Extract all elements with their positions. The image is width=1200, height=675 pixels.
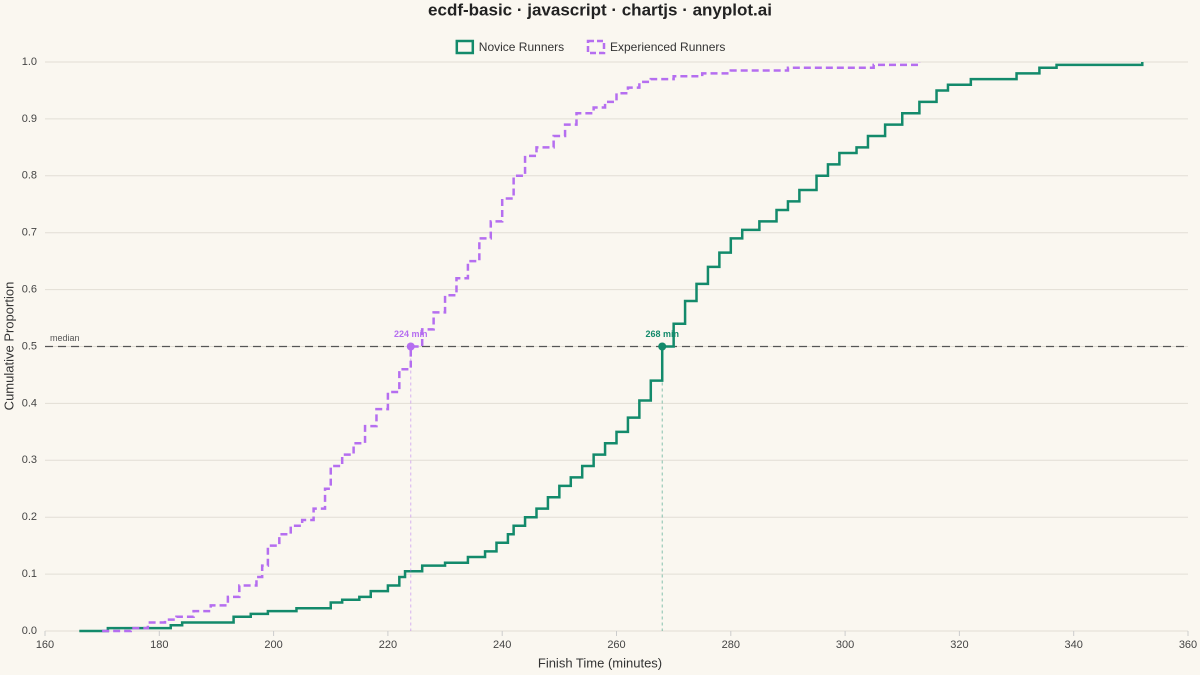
- x-tick-label: 240: [493, 639, 511, 651]
- y-tick-label: 0.0: [22, 625, 37, 637]
- legend-swatch: [455, 39, 475, 55]
- median-value-label: 268 min: [645, 329, 679, 339]
- chart-title: ecdf-basic · javascript · chartjs · anyp…: [428, 0, 772, 19]
- x-tick-label: 280: [722, 639, 740, 651]
- y-tick-label: 0.5: [22, 340, 37, 352]
- y-tick-label: 0.2: [22, 511, 37, 523]
- median-label: median: [50, 333, 80, 343]
- legend-label: Experienced Runners: [610, 40, 725, 54]
- x-tick-label: 160: [36, 639, 54, 651]
- ecdf-line: [79, 62, 1144, 633]
- y-tick-label: 0.4: [22, 397, 37, 409]
- y-tick-label: 0.3: [22, 454, 37, 466]
- y-tick-label: 0.7: [22, 227, 37, 239]
- ecdf-line: [102, 62, 921, 633]
- median-point: [406, 342, 415, 351]
- x-tick-label: 300: [836, 639, 854, 651]
- median-point: [658, 342, 667, 351]
- x-tick-label: 340: [1065, 639, 1083, 651]
- y-tick-label: 0.9: [22, 113, 37, 125]
- legend-swatch: [586, 39, 606, 55]
- x-tick-label: 360: [1179, 639, 1197, 651]
- y-tick-label: 0.6: [22, 284, 37, 296]
- legend-label: Novice Runners: [479, 40, 564, 54]
- x-tick-label: 180: [150, 639, 168, 651]
- y-tick-label: 0.8: [22, 170, 37, 182]
- x-axis-label: Finish Time (minutes): [538, 655, 662, 670]
- x-tick-label: 320: [950, 639, 968, 651]
- median-value-label: 224 min: [394, 329, 428, 339]
- x-tick-label: 200: [264, 639, 282, 651]
- x-tick-label: 260: [607, 639, 625, 651]
- x-tick-label: 220: [379, 639, 397, 651]
- y-tick-label: 1.0: [22, 56, 37, 68]
- y-axis-label: Cumulative Proportion: [1, 282, 16, 411]
- y-tick-label: 0.1: [22, 568, 37, 580]
